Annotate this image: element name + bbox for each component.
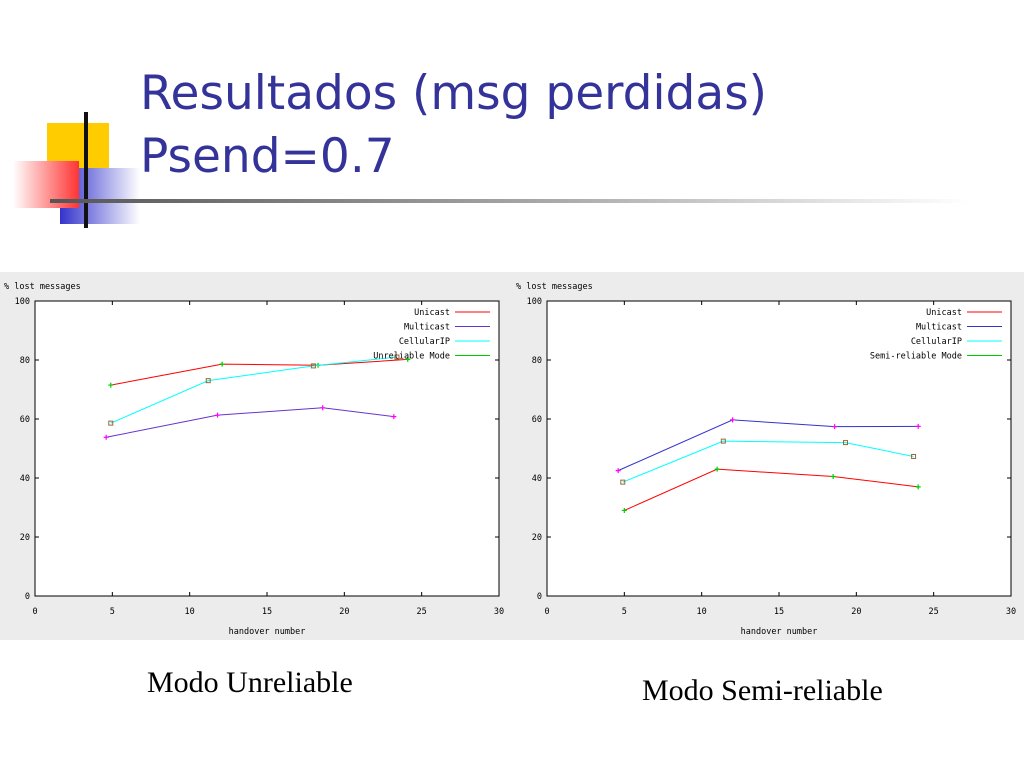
data-point-unicast xyxy=(405,356,411,362)
chart-semi-reliable-mode: % lost messages handover number 0 20 40 60 80 1… xyxy=(512,272,1024,640)
x-tick-label: 15 xyxy=(774,607,784,617)
series-line-cellularip xyxy=(110,356,397,424)
y-tick-label: 80 xyxy=(532,356,542,366)
series-line-unicast xyxy=(624,468,919,511)
data-point-unicast xyxy=(219,361,225,367)
data-point-multicast xyxy=(615,468,621,474)
series-line-multicast xyxy=(106,407,394,438)
legend-label-multicast: Multicast xyxy=(404,323,450,333)
x-tick-label: 10 xyxy=(185,607,195,617)
y-tick-label: 100 xyxy=(527,297,542,307)
data-point-cellularip xyxy=(620,479,626,485)
series-line-cellularip xyxy=(622,440,914,483)
y-tick-label: 0 xyxy=(537,592,542,602)
plot-area xyxy=(546,300,1012,597)
data-point-cellularip xyxy=(205,378,211,384)
caption-unreliable: Modo Unreliable xyxy=(147,666,353,699)
x-tick-label: 25 xyxy=(417,607,427,617)
data-point-cellularip xyxy=(843,440,849,446)
data-point-cellularip xyxy=(394,354,400,360)
y-axis-label: % lost messages xyxy=(516,282,593,292)
data-point-unicast xyxy=(915,484,921,490)
x-axis-label: handover number xyxy=(741,627,818,637)
y-tick-label: 60 xyxy=(20,415,30,425)
title-decoration xyxy=(13,112,970,228)
x-tick-label: 20 xyxy=(851,607,861,617)
y-tick-label: 60 xyxy=(532,415,542,425)
caption-semi-reliable: Modo Semi-reliable xyxy=(642,674,883,707)
x-tick-label: 10 xyxy=(697,607,707,617)
slide-title: Resultados (msg perdidas) Psend=0.7 xyxy=(140,62,767,188)
slide-title-line-1: Resultados (msg perdidas) xyxy=(140,66,768,121)
x-tick-label: 5 xyxy=(110,607,115,617)
x-tick-label: 25 xyxy=(929,607,939,617)
y-tick-label: 40 xyxy=(20,474,30,484)
series-line-multicast xyxy=(617,419,919,472)
data-point-multicast xyxy=(391,414,397,420)
data-point-multicast xyxy=(103,434,109,440)
y-tick-label: 80 xyxy=(20,356,30,366)
data-point-multicast xyxy=(832,424,838,430)
data-point-multicast xyxy=(915,423,921,429)
x-tick-label: 5 xyxy=(622,607,627,617)
x-tick-label: 0 xyxy=(544,607,549,617)
data-point-unicast xyxy=(714,466,720,472)
slide-title-line-2: Psend=0.7 xyxy=(140,129,395,184)
legend-label-unicast: Unicast xyxy=(414,308,450,318)
legend-label-unicast: Unicast xyxy=(926,308,962,318)
data-point-unicast xyxy=(108,382,114,388)
x-tick-label: 30 xyxy=(1006,607,1016,617)
chart-unreliable-mode: % lost messages handover number 0 20 40 60 80 1… xyxy=(0,272,512,640)
plot-area xyxy=(34,300,500,597)
data-point-cellularip xyxy=(720,438,726,444)
data-point-multicast xyxy=(215,412,221,418)
x-tick-label: 15 xyxy=(262,607,272,617)
legend-label-cellularip: CellularIP xyxy=(399,337,450,347)
legend-label-unreliable-mode: Unreliable Mode xyxy=(373,352,450,362)
data-point-multicast xyxy=(320,405,326,411)
x-tick-label: 0 xyxy=(32,607,37,617)
data-point-cellularip xyxy=(911,453,917,459)
y-tick-label: 40 xyxy=(532,474,542,484)
x-tick-label: 20 xyxy=(339,607,349,617)
y-tick-label: 20 xyxy=(20,533,30,543)
y-tick-label: 20 xyxy=(532,533,542,543)
data-point-cellularip xyxy=(310,363,316,369)
legend-label-cellularip: CellularIP xyxy=(911,337,962,347)
data-point-cellularip xyxy=(108,420,114,426)
title-rule xyxy=(50,199,970,203)
series-line-unicast xyxy=(110,358,408,386)
y-tick-label: 100 xyxy=(15,297,30,307)
x-tick-label: 30 xyxy=(494,607,504,617)
data-point-unicast xyxy=(621,507,627,513)
data-point-multicast xyxy=(730,417,736,423)
legend-label-semi-reliable-mode: Semi-reliable Mode xyxy=(870,352,962,362)
deco-vertical-bar xyxy=(84,112,88,228)
x-axis-label: handover number xyxy=(229,627,306,637)
data-point-unicast xyxy=(830,474,836,480)
y-tick-label: 0 xyxy=(25,592,30,602)
y-axis-label: % lost messages xyxy=(4,282,81,292)
legend-label-multicast: Multicast xyxy=(916,323,962,333)
